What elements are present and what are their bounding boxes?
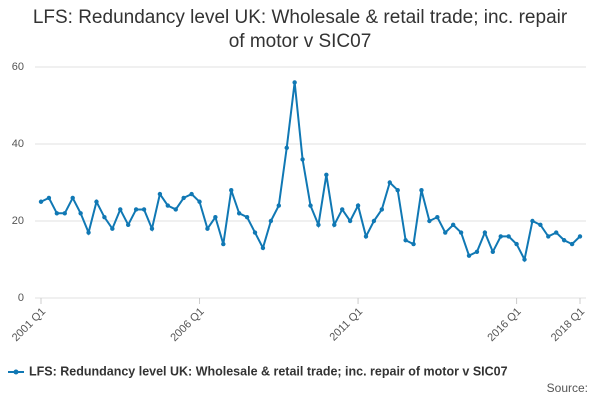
data-point — [554, 230, 559, 235]
data-point — [149, 226, 155, 231]
legend-marker — [13, 369, 19, 375]
data-point — [324, 172, 329, 177]
data-point — [205, 226, 210, 231]
data-point — [379, 207, 385, 212]
data-point — [561, 238, 567, 243]
y-tick-label: 60 — [12, 61, 24, 73]
data-point — [340, 207, 345, 212]
x-tick-label: 2011 Q1 — [327, 306, 365, 344]
data-point — [530, 218, 535, 224]
data-point — [181, 195, 186, 201]
data-point — [316, 222, 321, 228]
data-point — [118, 207, 123, 212]
data-point — [443, 230, 448, 235]
data-point — [110, 226, 115, 231]
data-point — [157, 191, 163, 197]
data-point — [213, 214, 218, 220]
data-point — [371, 218, 377, 224]
legend-label: LFS: Redundancy level UK: Wholesale & re… — [29, 364, 508, 378]
data-point — [197, 199, 202, 204]
data-point — [260, 245, 266, 251]
data-point — [86, 230, 91, 235]
data-point — [125, 222, 131, 228]
data-point — [133, 207, 139, 212]
data-point — [387, 180, 392, 185]
data-point — [522, 257, 527, 262]
data-point — [236, 211, 242, 216]
data-point — [490, 249, 496, 254]
data-point — [78, 211, 83, 216]
data-point — [363, 234, 369, 239]
data-point — [46, 195, 52, 201]
data-point — [569, 241, 575, 247]
data-point — [141, 207, 147, 212]
data-point — [268, 218, 274, 224]
data-point — [427, 218, 432, 224]
data-point — [514, 241, 519, 247]
x-tick-label: 2001 Q1 — [10, 306, 48, 344]
data-point — [38, 199, 44, 204]
data-point — [347, 218, 353, 224]
x-tick-label: 2006 Q1 — [168, 306, 206, 344]
data-point — [102, 214, 107, 220]
chart-title: LFS: Redundancy level UK: Wholesale & re… — [32, 7, 568, 52]
x-tick-label: 2016 Q1 — [485, 306, 523, 344]
y-tick-label: 20 — [12, 215, 24, 227]
data-point — [466, 253, 472, 258]
data-point — [411, 241, 416, 247]
data-point — [355, 203, 361, 208]
data-point — [94, 199, 99, 204]
data-point — [54, 211, 60, 216]
y-tick-label: 0 — [18, 292, 24, 304]
data-point — [244, 214, 250, 220]
source-label: Source: — [547, 381, 588, 395]
data-point — [332, 222, 337, 228]
data-point — [403, 238, 408, 243]
data-point — [419, 188, 424, 193]
data-point — [292, 80, 297, 85]
data-point — [221, 241, 226, 247]
data-point — [546, 234, 551, 239]
data-point — [435, 214, 440, 220]
data-point — [450, 222, 456, 228]
data-point — [62, 211, 67, 216]
data-point — [276, 203, 281, 208]
data-point — [252, 230, 258, 235]
data-point — [165, 203, 171, 208]
data-point — [474, 249, 480, 254]
data-point — [300, 157, 305, 162]
data-point — [229, 188, 234, 193]
data-point — [538, 222, 543, 228]
data-point — [482, 230, 488, 235]
data-point — [284, 145, 289, 151]
y-tick-label: 40 — [12, 138, 24, 150]
data-point — [506, 234, 511, 239]
x-tick-label: 2018 Q1 — [549, 306, 587, 344]
series-line — [40, 82, 581, 263]
data-point — [173, 207, 178, 212]
data-point — [308, 203, 313, 208]
data-point — [70, 195, 75, 201]
data-point — [395, 188, 400, 193]
data-point — [577, 234, 583, 239]
data-point — [498, 234, 503, 239]
data-point — [189, 191, 194, 197]
data-point — [458, 230, 464, 235]
